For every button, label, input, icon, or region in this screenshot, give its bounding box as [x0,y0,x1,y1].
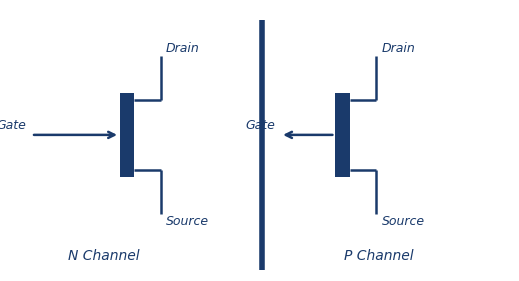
Text: P Channel: P Channel [344,249,414,263]
Bar [335,93,350,177]
Text: N Channel: N Channel [68,249,140,263]
Text: Gate: Gate [245,119,275,132]
Text: Source: Source [166,215,209,228]
Text: Drain: Drain [166,42,200,55]
Text: Drain: Drain [381,42,415,55]
Text: Source: Source [381,215,425,228]
Bar [120,93,134,177]
Text: Gate: Gate [0,119,26,132]
